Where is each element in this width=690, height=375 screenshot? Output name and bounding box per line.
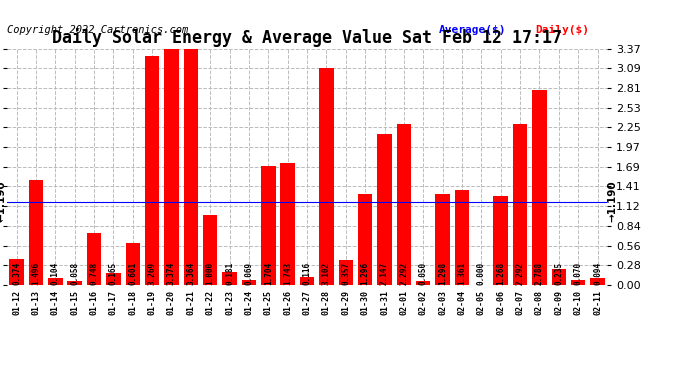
Bar xyxy=(68,281,82,285)
Text: ←1.190: ←1.190 xyxy=(0,181,7,222)
Text: 0.104: 0.104 xyxy=(51,261,60,285)
Bar xyxy=(590,278,604,285)
Text: 1.296: 1.296 xyxy=(361,261,370,285)
Text: 3.269: 3.269 xyxy=(148,261,157,285)
Text: Copyright 2022 Cartronics.com: Copyright 2022 Cartronics.com xyxy=(7,25,188,34)
Text: 1.298: 1.298 xyxy=(438,261,447,285)
Bar xyxy=(358,194,373,285)
Bar xyxy=(164,48,179,285)
Bar xyxy=(241,280,256,285)
Text: 1.496: 1.496 xyxy=(32,261,41,285)
Text: 0.357: 0.357 xyxy=(342,261,351,285)
Text: 3.364: 3.364 xyxy=(186,261,195,285)
Text: 0.601: 0.601 xyxy=(128,261,137,285)
Text: 0.069: 0.069 xyxy=(244,261,253,285)
Text: 0.748: 0.748 xyxy=(90,261,99,285)
Bar xyxy=(513,124,527,285)
Text: 0.058: 0.058 xyxy=(70,261,79,285)
Bar xyxy=(280,163,295,285)
Text: 2.292: 2.292 xyxy=(515,261,524,285)
Text: 3.374: 3.374 xyxy=(167,261,176,285)
Bar xyxy=(377,135,392,285)
Bar xyxy=(145,56,159,285)
Bar xyxy=(48,278,63,285)
Bar xyxy=(126,243,140,285)
Bar xyxy=(106,273,121,285)
Text: Average($): Average($) xyxy=(439,25,506,34)
Text: 1.743: 1.743 xyxy=(283,261,292,285)
Bar xyxy=(339,260,353,285)
Text: 1.704: 1.704 xyxy=(264,261,273,285)
Text: 0.181: 0.181 xyxy=(225,261,234,285)
Text: 0.000: 0.000 xyxy=(477,261,486,285)
Bar xyxy=(319,68,334,285)
Text: 0.070: 0.070 xyxy=(573,261,582,285)
Bar xyxy=(87,232,101,285)
Text: 0.094: 0.094 xyxy=(593,261,602,285)
Bar xyxy=(435,194,450,285)
Text: 0.116: 0.116 xyxy=(302,261,312,285)
Bar xyxy=(397,124,411,285)
Bar xyxy=(493,196,508,285)
Bar xyxy=(455,190,469,285)
Text: 0.050: 0.050 xyxy=(419,261,428,285)
Text: 2.788: 2.788 xyxy=(535,261,544,285)
Text: 1.000: 1.000 xyxy=(206,261,215,285)
Bar xyxy=(184,49,198,285)
Bar xyxy=(532,90,546,285)
Text: 0.374: 0.374 xyxy=(12,261,21,285)
Text: 0.235: 0.235 xyxy=(554,261,563,285)
Bar xyxy=(299,277,315,285)
Bar xyxy=(203,215,217,285)
Text: 1.268: 1.268 xyxy=(496,261,505,285)
Text: 0.165: 0.165 xyxy=(109,261,118,285)
Text: →1.190: →1.190 xyxy=(607,181,617,222)
Text: 2.292: 2.292 xyxy=(400,261,408,285)
Bar xyxy=(571,280,585,285)
Bar xyxy=(551,268,566,285)
Bar xyxy=(10,259,24,285)
Text: 2.147: 2.147 xyxy=(380,261,389,285)
Bar xyxy=(416,282,431,285)
Bar xyxy=(29,180,43,285)
Text: 1.361: 1.361 xyxy=(457,261,466,285)
Bar xyxy=(222,272,237,285)
Bar xyxy=(261,165,275,285)
Title: Daily Solar Energy & Average Value Sat Feb 12 17:17: Daily Solar Energy & Average Value Sat F… xyxy=(52,28,562,47)
Text: Daily($): Daily($) xyxy=(535,24,589,34)
Text: 3.102: 3.102 xyxy=(322,261,331,285)
